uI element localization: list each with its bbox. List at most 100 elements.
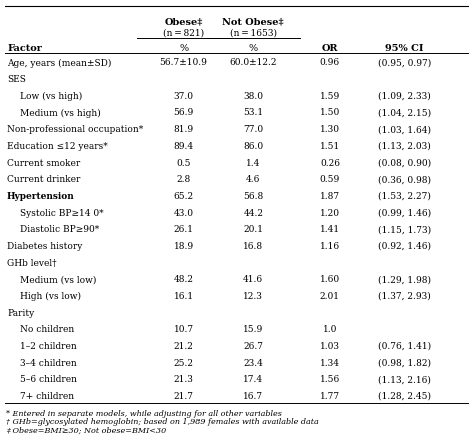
Text: (1.09, 2.33): (1.09, 2.33) xyxy=(378,92,430,101)
Text: (0.92, 1.46): (0.92, 1.46) xyxy=(378,241,431,251)
Text: 1.60: 1.60 xyxy=(320,275,340,284)
Text: 16.1: 16.1 xyxy=(173,291,194,300)
Text: 41.6: 41.6 xyxy=(243,275,264,284)
Text: GHb level†: GHb level† xyxy=(7,258,56,267)
Text: (0.98, 1.82): (0.98, 1.82) xyxy=(378,358,431,367)
Text: 89.4: 89.4 xyxy=(173,141,194,151)
Text: 2.8: 2.8 xyxy=(176,175,191,184)
Text: Current drinker: Current drinker xyxy=(7,175,81,184)
Text: Factor: Factor xyxy=(7,44,42,53)
Text: (n = 1653): (n = 1653) xyxy=(230,28,277,37)
Text: Low (vs high): Low (vs high) xyxy=(20,92,82,101)
Text: 1.77: 1.77 xyxy=(320,391,340,400)
Text: 26.7: 26.7 xyxy=(243,341,263,350)
Text: Hypertension: Hypertension xyxy=(7,191,75,201)
Text: Obese‡: Obese‡ xyxy=(164,17,203,26)
Text: 16.8: 16.8 xyxy=(243,241,264,251)
Text: 17.4: 17.4 xyxy=(243,374,264,383)
Text: (0.95, 0.97): (0.95, 0.97) xyxy=(378,58,431,67)
Text: 0.96: 0.96 xyxy=(320,58,340,67)
Text: Education ≤12 years*: Education ≤12 years* xyxy=(7,141,108,151)
Text: (1.37, 2.93): (1.37, 2.93) xyxy=(378,291,430,300)
Text: 25.2: 25.2 xyxy=(173,358,193,367)
Text: 15.9: 15.9 xyxy=(243,325,264,333)
Text: 10.7: 10.7 xyxy=(173,325,194,333)
Text: 1.51: 1.51 xyxy=(320,141,340,151)
Text: 48.2: 48.2 xyxy=(173,275,193,284)
Text: ‡ Obese=BMI≥30; Not obese=BMI<30: ‡ Obese=BMI≥30; Not obese=BMI<30 xyxy=(6,426,166,434)
Text: 37.0: 37.0 xyxy=(173,92,193,101)
Text: 0.59: 0.59 xyxy=(320,175,340,184)
Text: (n = 821): (n = 821) xyxy=(163,28,204,37)
Text: 1.03: 1.03 xyxy=(320,341,340,350)
Text: 5–6 children: 5–6 children xyxy=(20,374,77,383)
Text: (0.36, 0.98): (0.36, 0.98) xyxy=(378,175,431,184)
Text: 95% CI: 95% CI xyxy=(385,44,423,53)
Text: (1.53, 2.27): (1.53, 2.27) xyxy=(378,191,431,201)
Text: 43.0: 43.0 xyxy=(173,208,193,217)
Text: 1.20: 1.20 xyxy=(320,208,340,217)
Text: 12.3: 12.3 xyxy=(243,291,263,300)
Text: (0.08, 0.90): (0.08, 0.90) xyxy=(378,158,431,167)
Text: 38.0: 38.0 xyxy=(243,92,263,101)
Text: 77.0: 77.0 xyxy=(243,125,264,134)
Text: 1.56: 1.56 xyxy=(320,374,340,383)
Text: Medium (vs high): Medium (vs high) xyxy=(20,108,101,117)
Text: * Entered in separate models, while adjusting for all other variables: * Entered in separate models, while adju… xyxy=(6,409,282,417)
Text: 1.30: 1.30 xyxy=(320,125,340,134)
Text: 1.34: 1.34 xyxy=(320,358,340,367)
Text: Parity: Parity xyxy=(7,308,34,317)
Text: (1.13, 2.03): (1.13, 2.03) xyxy=(378,141,430,151)
Text: Systolic BP≥14 0*: Systolic BP≥14 0* xyxy=(20,208,104,217)
Text: 1.87: 1.87 xyxy=(320,191,340,201)
Text: Age, years (mean±SD): Age, years (mean±SD) xyxy=(7,58,111,67)
Text: %: % xyxy=(179,44,188,53)
Text: 7+ children: 7+ children xyxy=(20,391,74,400)
Text: 0.26: 0.26 xyxy=(320,158,340,167)
Text: 18.9: 18.9 xyxy=(173,241,194,251)
Text: 2.01: 2.01 xyxy=(320,291,340,300)
Text: 81.9: 81.9 xyxy=(173,125,194,134)
Text: 1.50: 1.50 xyxy=(320,108,340,117)
Text: 21.3: 21.3 xyxy=(173,374,193,383)
Text: (1.03, 1.64): (1.03, 1.64) xyxy=(378,125,431,134)
Text: 3–4 children: 3–4 children xyxy=(20,358,77,367)
Text: 65.2: 65.2 xyxy=(173,191,194,201)
Text: Non-professional occupation*: Non-professional occupation* xyxy=(7,125,143,134)
Text: SES: SES xyxy=(7,75,26,84)
Text: 0.5: 0.5 xyxy=(176,158,191,167)
Text: High (vs low): High (vs low) xyxy=(20,291,81,300)
Text: (1.04, 2.15): (1.04, 2.15) xyxy=(378,108,431,117)
Text: 1.4: 1.4 xyxy=(246,158,260,167)
Text: 56.8: 56.8 xyxy=(243,191,264,201)
Text: 4.6: 4.6 xyxy=(246,175,260,184)
Text: 56.9: 56.9 xyxy=(173,108,194,117)
Text: 16.7: 16.7 xyxy=(243,391,264,400)
Text: 60.0±12.2: 60.0±12.2 xyxy=(229,58,277,67)
Text: 26.1: 26.1 xyxy=(173,225,193,234)
Text: † GHb=glycosylated hemoglobin; based on 1,989 females with available data: † GHb=glycosylated hemoglobin; based on … xyxy=(6,417,319,425)
Text: OR: OR xyxy=(322,44,338,53)
Text: (0.99, 1.46): (0.99, 1.46) xyxy=(378,208,431,217)
Text: 1.0: 1.0 xyxy=(323,325,337,333)
Text: 21.7: 21.7 xyxy=(173,391,193,400)
Text: 20.1: 20.1 xyxy=(243,225,263,234)
Text: 1–2 children: 1–2 children xyxy=(20,341,77,350)
Text: 1.59: 1.59 xyxy=(320,92,340,101)
Text: 86.0: 86.0 xyxy=(243,141,264,151)
Text: 23.4: 23.4 xyxy=(243,358,263,367)
Text: (1.29, 1.98): (1.29, 1.98) xyxy=(378,275,431,284)
Text: Medium (vs low): Medium (vs low) xyxy=(20,275,96,284)
Text: %: % xyxy=(249,44,258,53)
Text: No children: No children xyxy=(20,325,74,333)
Text: (1.15, 1.73): (1.15, 1.73) xyxy=(378,225,431,234)
Text: 1.16: 1.16 xyxy=(320,241,340,251)
Text: (1.13, 2.16): (1.13, 2.16) xyxy=(378,374,431,383)
Text: 1.41: 1.41 xyxy=(320,225,340,234)
Text: 56.7±10.9: 56.7±10.9 xyxy=(160,58,208,67)
Text: 53.1: 53.1 xyxy=(243,108,264,117)
Text: Not Obese‡: Not Obese‡ xyxy=(222,17,284,26)
Text: 21.2: 21.2 xyxy=(173,341,193,350)
Text: Diabetes history: Diabetes history xyxy=(7,241,82,251)
Text: 44.2: 44.2 xyxy=(243,208,263,217)
